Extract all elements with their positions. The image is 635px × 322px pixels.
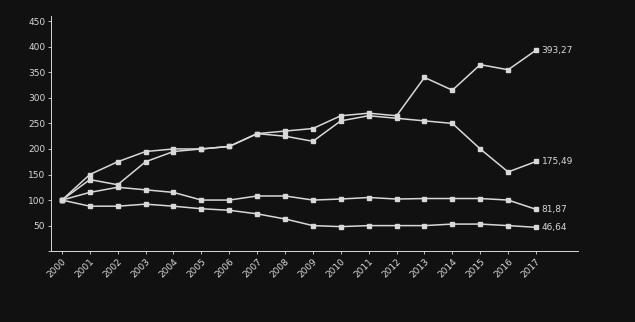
IPE: [225, 145, 233, 148]
IVE: [253, 132, 261, 136]
Text: 175,49: 175,49: [542, 157, 573, 166]
IPE: [197, 147, 205, 151]
Text: 81,87: 81,87: [542, 205, 567, 214]
Text: 393,27: 393,27: [542, 46, 573, 55]
IPE: [337, 119, 345, 123]
Line: IC: IC: [60, 185, 538, 212]
IC: [281, 194, 289, 198]
IAT: [476, 222, 484, 226]
IVE: [448, 88, 456, 92]
IVE: [114, 183, 121, 187]
IC: [504, 198, 512, 202]
Line: IVE: IVE: [60, 48, 538, 203]
IVE: [197, 147, 205, 151]
IAT: [393, 224, 401, 228]
IAT: [532, 225, 540, 229]
IAT: [337, 225, 345, 229]
IVE: [86, 178, 93, 182]
IC: [309, 198, 317, 202]
IPE: [448, 121, 456, 125]
IC: [114, 185, 121, 189]
IC: [225, 198, 233, 202]
IPE: [476, 147, 484, 151]
IAT: [142, 202, 149, 206]
IAT: [253, 212, 261, 216]
IAT: [504, 224, 512, 228]
IPE: [142, 150, 149, 154]
IAT: [309, 224, 317, 228]
IVE: [281, 129, 289, 133]
IPE: [532, 160, 540, 164]
IPE: [170, 147, 177, 151]
IVE: [309, 127, 317, 130]
IPE: [86, 173, 93, 176]
Line: IPE: IPE: [60, 113, 538, 203]
IVE: [225, 145, 233, 148]
IAT: [225, 208, 233, 212]
IPE: [281, 134, 289, 138]
IVE: [504, 68, 512, 72]
IPE: [114, 160, 121, 164]
IVE: [420, 75, 428, 79]
IC: [448, 197, 456, 201]
IC: [532, 207, 540, 211]
IPE: [393, 116, 401, 120]
IVE: [58, 198, 66, 202]
IPE: [420, 119, 428, 123]
Text: 46,64: 46,64: [542, 223, 567, 232]
IPE: [253, 132, 261, 136]
Line: IAT: IAT: [60, 198, 538, 230]
IC: [197, 198, 205, 202]
IAT: [420, 224, 428, 228]
IC: [86, 191, 93, 194]
IC: [365, 195, 373, 199]
IC: [393, 197, 401, 201]
IAT: [281, 217, 289, 221]
IC: [337, 197, 345, 201]
IVE: [393, 114, 401, 118]
IAT: [197, 207, 205, 211]
IVE: [476, 63, 484, 67]
IAT: [58, 198, 66, 202]
IC: [170, 191, 177, 194]
IAT: [448, 222, 456, 226]
IAT: [170, 204, 177, 208]
IAT: [114, 204, 121, 208]
IVE: [365, 111, 373, 115]
IPE: [309, 139, 317, 143]
IC: [476, 197, 484, 201]
IPE: [365, 114, 373, 118]
IC: [142, 188, 149, 192]
IVE: [532, 48, 540, 52]
IVE: [337, 114, 345, 118]
IC: [253, 194, 261, 198]
IAT: [365, 224, 373, 228]
IC: [420, 197, 428, 201]
IC: [58, 198, 66, 202]
IVE: [142, 160, 149, 164]
IAT: [86, 204, 93, 208]
IPE: [504, 170, 512, 174]
IVE: [170, 150, 177, 154]
IPE: [58, 198, 66, 202]
